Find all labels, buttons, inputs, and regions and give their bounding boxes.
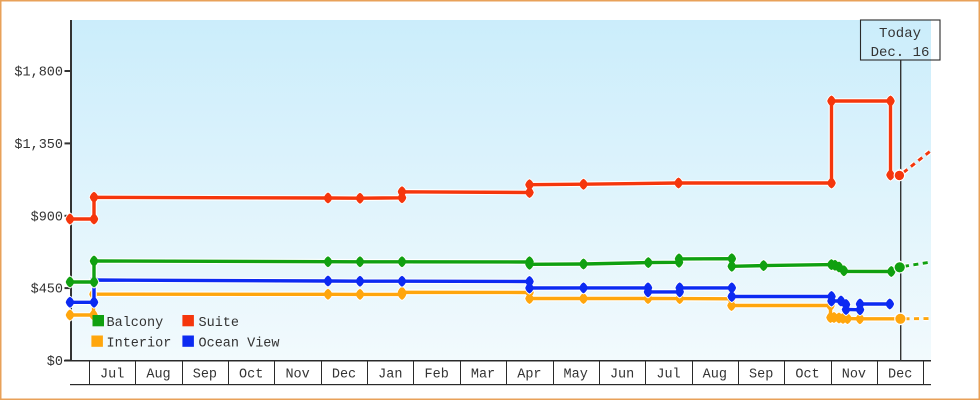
svg-text:$1,800: $1,800 (14, 66, 63, 81)
svg-text:Dec: Dec (888, 368, 912, 383)
svg-text:Jul: Jul (656, 368, 680, 383)
svg-text:Sep: Sep (193, 368, 217, 383)
svg-text:$450: $450 (31, 283, 63, 298)
svg-text:Dec: Dec (332, 368, 356, 383)
svg-text:Ocean View: Ocean View (199, 337, 280, 352)
svg-text:Sep: Sep (749, 368, 773, 383)
svg-text:Dec. 16: Dec. 16 (871, 45, 930, 61)
svg-text:May: May (564, 368, 588, 383)
svg-text:Balcony: Balcony (107, 316, 164, 331)
svg-text:Jul: Jul (100, 368, 124, 383)
svg-text:Jan: Jan (378, 368, 402, 383)
svg-text:Aug: Aug (703, 368, 727, 383)
svg-text:$0: $0 (47, 355, 63, 370)
svg-text:Feb: Feb (425, 368, 449, 383)
svg-text:Suite: Suite (199, 316, 240, 331)
svg-text:$1,350: $1,350 (14, 138, 63, 153)
svg-text:Jun: Jun (610, 368, 634, 383)
svg-text:Mar: Mar (471, 368, 495, 383)
svg-text:Aug: Aug (146, 368, 170, 383)
svg-text:Today: Today (879, 26, 921, 42)
svg-text:Nov: Nov (842, 368, 866, 383)
svg-text:Apr: Apr (517, 368, 541, 383)
svg-text:Oct: Oct (239, 368, 263, 383)
svg-text:$900: $900 (31, 210, 63, 225)
svg-text:Oct: Oct (795, 368, 819, 383)
svg-text:Interior: Interior (107, 337, 172, 352)
svg-text:Nov: Nov (285, 368, 309, 383)
